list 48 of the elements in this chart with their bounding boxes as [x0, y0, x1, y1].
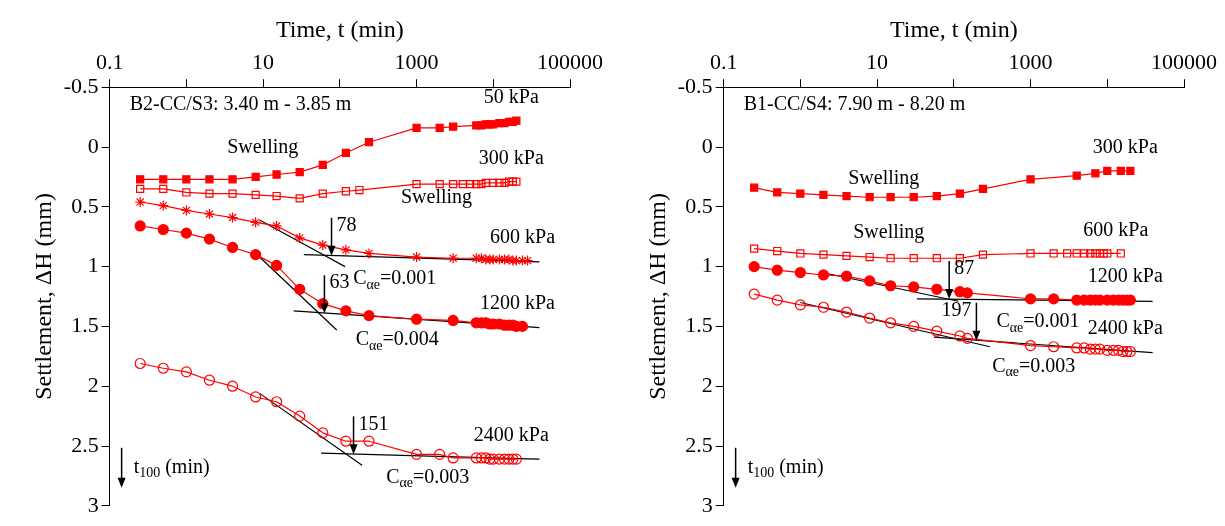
x-tick-label: 10 — [866, 48, 889, 74]
x-tick-label: 1000 — [1008, 48, 1053, 74]
annotation: Swelling — [400, 185, 473, 209]
x-tick-label: 0.1 — [709, 48, 738, 74]
y-tick-label: 2.5 — [71, 431, 99, 457]
y-tick-label: 1.5 — [71, 312, 99, 338]
y-tick-label: 0.5 — [685, 192, 713, 218]
annotation: Swelling — [853, 220, 925, 244]
y-tick-label: 0 — [87, 132, 99, 158]
series-label: 50 kPa — [483, 84, 539, 107]
y-tick-label: 3 — [87, 491, 99, 517]
y-tick-label: 2 — [87, 371, 99, 397]
annotation: 151 — [358, 411, 389, 434]
series-label: 2400 kPa — [473, 423, 549, 446]
x-tick-label: 10 — [252, 48, 275, 74]
y-tick-label: 0 — [701, 132, 713, 158]
chart-title: B2-CC/S3: 3.40 m - 3.85 m — [129, 92, 352, 115]
series-label: 600 kPa — [1083, 217, 1149, 240]
y-tick-label: 1 — [701, 252, 713, 278]
y-tick-label: 2 — [701, 371, 713, 397]
x-tick-label: 1000 — [394, 48, 439, 74]
x-axis-title: Time, t (min) — [275, 15, 404, 42]
y-axis-title: Settlement, ΔH (mm) — [643, 193, 670, 400]
y-tick-label: 1 — [87, 252, 99, 278]
series-label: 2400 kPa — [1087, 315, 1163, 338]
annotation: 78 — [336, 213, 357, 236]
annotation: 87 — [954, 256, 975, 279]
y-tick-label: 0.5 — [71, 192, 99, 218]
y-tick-label: 2.5 — [685, 431, 713, 457]
x-axis-title: Time, t (min) — [889, 15, 1018, 42]
y-tick-label: 1.5 — [685, 312, 713, 338]
annotation: Swelling — [227, 135, 299, 159]
annotation: 197 — [941, 298, 972, 320]
x-tick-label: 0.1 — [95, 48, 124, 74]
chart-title: B1-CC/S4: 7.90 m - 8.20 m — [743, 92, 966, 115]
series-label: 600 kPa — [490, 224, 556, 247]
series-label: 300 kPa — [478, 145, 544, 168]
x-tick-label: 100000 — [537, 48, 603, 74]
x-tick-label: 100000 — [1151, 48, 1217, 74]
annotation: 63 — [329, 270, 350, 293]
y-axis-title: Settlement, ΔH (mm) — [29, 193, 56, 400]
y-tick-label: -0.5 — [677, 72, 713, 98]
annotation: Swelling — [848, 166, 920, 190]
y-tick-label: -0.5 — [63, 72, 99, 98]
series-label: 300 kPa — [1092, 135, 1158, 158]
y-tick-label: 3 — [701, 491, 713, 517]
series-label: 1200 kPa — [1087, 264, 1163, 287]
series-label: 1200 kPa — [479, 290, 556, 313]
